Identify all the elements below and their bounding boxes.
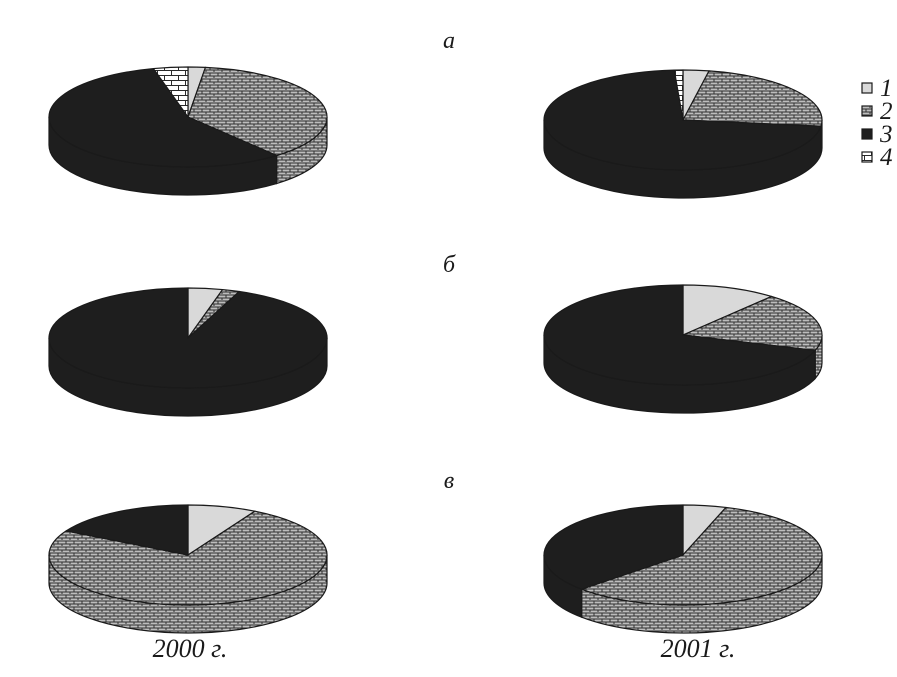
pie-v-2001 <box>543 504 823 634</box>
legend-swatch-4 <box>861 151 873 163</box>
pie-tops <box>543 284 823 386</box>
legend-swatch-1 <box>861 82 873 94</box>
pie-slice-2 <box>682 70 823 127</box>
pie-slice-3 <box>48 287 328 389</box>
legend-label-2: 2 <box>880 98 893 125</box>
legend-label-1: 1 <box>880 75 893 102</box>
pie-slice-4 <box>152 66 189 118</box>
pie-a-2001 <box>543 69 823 199</box>
year-label-2000: 2000 г. <box>153 634 228 663</box>
pie-slice-4 <box>673 69 684 121</box>
pie-b-2000 <box>48 287 328 417</box>
pie-a-2000 <box>48 66 328 196</box>
pie-slice-2 <box>682 295 823 352</box>
legend-item-1: 1 <box>861 75 893 102</box>
legend-item-3: 3 <box>861 121 893 148</box>
pie-v-2000 <box>48 504 328 634</box>
pie-slice-3 <box>48 67 278 168</box>
legend-label-3: 3 <box>879 121 893 148</box>
pie-tops <box>543 69 823 171</box>
pie-slice-2 <box>581 506 823 606</box>
year-label-2001: 2001 г. <box>661 634 736 663</box>
pie-tops <box>48 504 328 606</box>
legend-item-2: 2 <box>861 98 893 125</box>
legend-item-4: 4 <box>861 144 893 171</box>
pie-tops <box>48 66 328 168</box>
pie-slice-1 <box>682 284 773 336</box>
pie-slice-3 <box>543 284 816 386</box>
legend-label-4: 4 <box>880 144 893 171</box>
pie-slice-2 <box>187 66 328 157</box>
pie-tops <box>48 287 328 389</box>
panel-label-v: в <box>444 468 454 494</box>
pie-b-2001 <box>543 284 823 414</box>
legend-swatch-2 <box>861 105 873 117</box>
pie-tops <box>543 504 823 606</box>
pie-slice-2 <box>48 510 328 606</box>
panel-label-b: б <box>443 252 456 278</box>
pie-slice-3 <box>543 504 684 590</box>
legend-swatch-3 <box>861 128 873 140</box>
legend: 1 2 3 4 <box>861 75 893 171</box>
panel-label-a: а <box>443 28 455 54</box>
pies-layer <box>48 66 823 634</box>
pie-slice-3 <box>65 504 189 556</box>
labels-layer: а б в 2000 г. 2001 г. <box>153 28 736 663</box>
